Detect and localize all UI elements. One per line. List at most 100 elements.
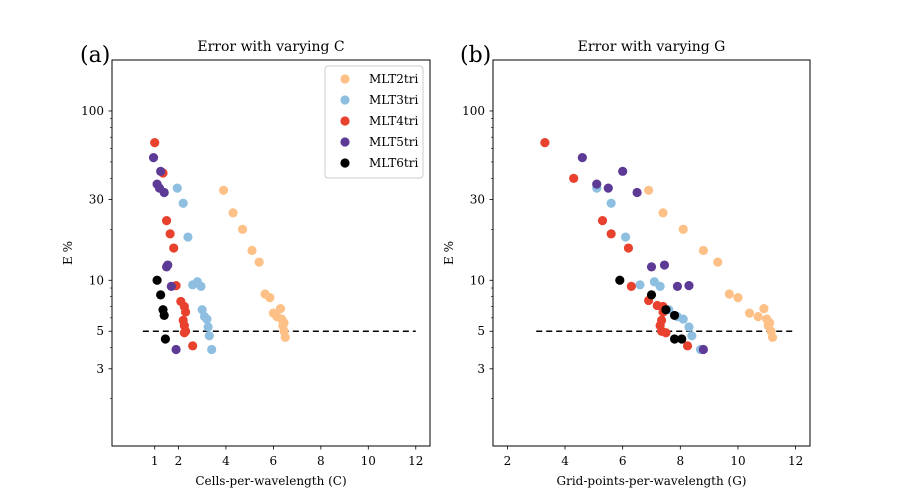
data-point-mlt3tri xyxy=(204,331,214,341)
legend-marker-mlt6tri xyxy=(340,158,350,168)
data-point-mlt5tri xyxy=(672,281,683,292)
data-point-mlt5tri xyxy=(592,179,602,189)
data-point-mlt2tri xyxy=(753,312,763,322)
data-point-mlt2tri xyxy=(744,308,755,318)
data-point-mlt3tri xyxy=(202,314,212,324)
data-point-mlt6tri xyxy=(669,334,680,344)
data-point-mlt6tri xyxy=(669,310,680,321)
data-point-mlt3tri xyxy=(606,198,616,208)
data-point-mlt4tri xyxy=(169,243,179,253)
data-point-mlt5tri xyxy=(159,187,169,198)
x-tick-label: 6 xyxy=(619,454,627,468)
legend-label: MLT2tri xyxy=(369,72,418,86)
data-point-mlt4tri xyxy=(606,229,616,239)
y-tick-label: 5 xyxy=(96,324,104,338)
data-point-mlt5tri xyxy=(659,260,670,270)
x-tick-label: 8 xyxy=(317,454,325,468)
data-point-mlt2tri xyxy=(767,332,778,342)
data-point-mlt4tri xyxy=(569,173,579,183)
data-point-mlt4tri xyxy=(597,216,608,226)
data-point-mlt4tri xyxy=(179,328,189,338)
data-point-mlt3tri xyxy=(687,331,697,341)
y-tick-label: 30 xyxy=(470,192,485,206)
data-point-mlt2tri xyxy=(713,257,723,267)
data-point-mlt2tri xyxy=(254,257,264,267)
x-tick-label: 2 xyxy=(175,454,183,468)
y-tick-label: 3 xyxy=(96,362,104,376)
legend: MLT2tri MLT3tri MLT4tri MLT5tri MLT6tri xyxy=(324,65,424,179)
data-point-mlt2tri xyxy=(265,293,275,303)
data-point-mlt2tri xyxy=(724,289,734,299)
data-point-mlt3tri xyxy=(172,183,182,193)
plot-frame xyxy=(492,59,811,447)
data-point-mlt6tri xyxy=(160,334,170,344)
y-tick-label: 10 xyxy=(470,273,485,287)
y-tick-label: 5 xyxy=(477,324,485,338)
data-point-mlt3tri xyxy=(635,280,645,290)
data-point-mlt5tri xyxy=(163,260,173,270)
data-point-mlt4tri xyxy=(188,341,198,351)
data-point-mlt2tri xyxy=(698,245,708,256)
data-point-mlt5tri xyxy=(698,344,708,355)
legend-label: MLT6tri xyxy=(369,156,418,170)
x-tick-label: 10 xyxy=(730,454,745,468)
data-point-mlt4tri xyxy=(540,138,550,148)
x-tick-label: 4 xyxy=(561,454,569,468)
legend-label: MLT5tri xyxy=(369,135,418,149)
x-tick-label: 12 xyxy=(788,454,803,468)
legend-marker-mlt3tri xyxy=(340,95,350,105)
data-point-mlt4tri xyxy=(165,229,175,239)
x-tick-label: 8 xyxy=(676,454,684,468)
data-point-mlt2tri xyxy=(237,224,248,234)
y-axis-label: E % xyxy=(442,241,456,265)
data-point-mlt2tri xyxy=(765,318,775,328)
data-point-mlt3tri xyxy=(655,281,665,292)
y-axis-label: E % xyxy=(61,241,75,265)
data-point-mlt4tri xyxy=(150,138,160,148)
data-point-mlt5tri xyxy=(166,281,176,292)
data-point-mlt5tri xyxy=(156,166,166,176)
y-tick-label: 100 xyxy=(462,104,485,118)
data-point-mlt2tri xyxy=(228,208,238,218)
legend-box xyxy=(324,65,424,179)
data-point-mlt5tri xyxy=(684,281,694,291)
x-tick-label: 4 xyxy=(222,454,230,468)
data-point-mlt2tri xyxy=(678,224,688,234)
data-point-mlt5tri xyxy=(171,344,181,355)
data-point-mlt2tri xyxy=(279,318,289,328)
legend-marker-mlt5tri xyxy=(340,137,350,147)
plot-frame xyxy=(111,59,431,447)
x-axis-label: Cells-per-wavelength (C) xyxy=(195,474,346,488)
x-tick-label: 10 xyxy=(361,454,376,468)
data-point-mlt2tri xyxy=(644,185,654,195)
panel-b: 3 5 10 30 100 2 4 6 8 10 12 Error with varying G Gri… xyxy=(442,39,811,488)
data-point-mlt3tri xyxy=(196,281,206,292)
data-point-mlt2tri xyxy=(280,332,290,342)
data-point-mlt4tri xyxy=(661,328,671,338)
data-point-mlt6tri xyxy=(615,275,625,285)
data-point-mlt5tri xyxy=(618,166,628,176)
data-point-mlt6tri xyxy=(646,290,657,300)
data-point-mlt4tri xyxy=(626,281,636,292)
x-axis-label: Grid-points-per-wavelength (G) xyxy=(557,474,747,488)
data-point-mlt6tri xyxy=(152,275,162,285)
data-point-mlt2tri xyxy=(759,304,769,314)
data-point-mlt4tri xyxy=(180,307,191,317)
x-tick-label: 12 xyxy=(408,454,423,468)
data-point-mlt5tri xyxy=(577,153,587,163)
data-point-mlt6tri xyxy=(159,310,169,321)
legend-marker-mlt2tri xyxy=(340,74,350,84)
data-point-mlt6tri xyxy=(677,334,687,344)
panel-tag: (b) xyxy=(460,43,491,68)
legend-label: MLT3tri xyxy=(369,93,418,107)
data-point-mlt4tri xyxy=(623,243,634,253)
data-point-mlt5tri xyxy=(646,262,657,272)
chart-title: Error with varying C xyxy=(197,39,344,55)
data-point-mlt4tri xyxy=(682,341,693,351)
x-tick-label: 2 xyxy=(504,454,512,468)
data-point-mlt4tri xyxy=(161,216,172,226)
data-point-mlt3tri xyxy=(684,322,694,332)
x-tick-label: 6 xyxy=(270,454,278,468)
y-tick-label: 100 xyxy=(81,104,104,118)
